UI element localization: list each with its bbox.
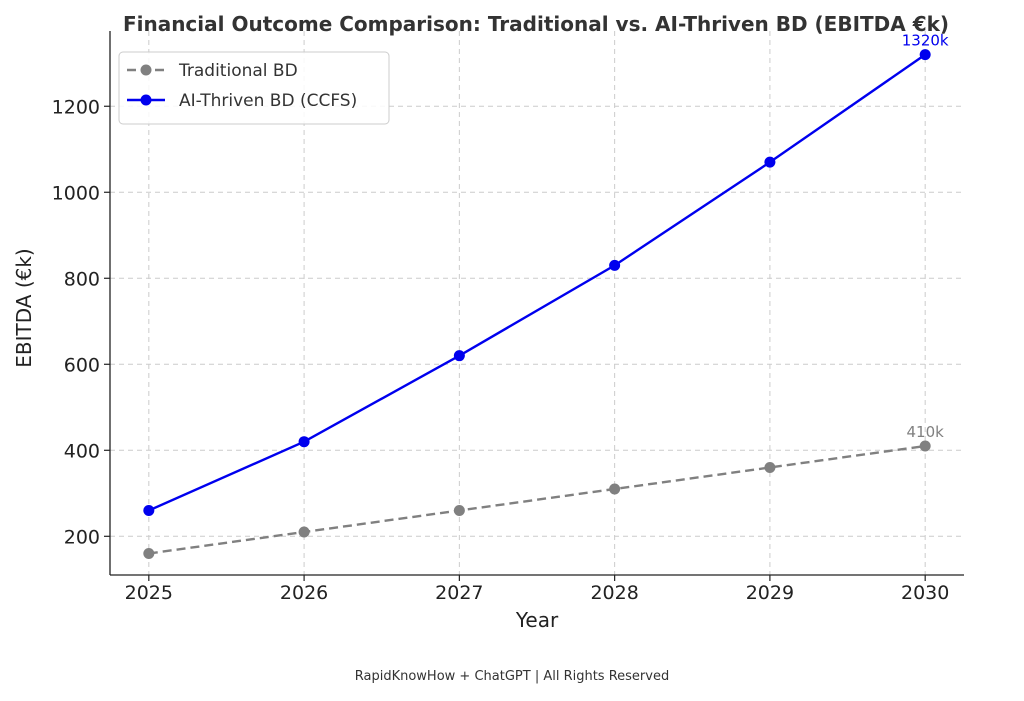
data-point: [609, 483, 621, 495]
legend-box: [118, 51, 390, 125]
legend-marker: [140, 94, 152, 106]
y-tick-label: 1200: [52, 96, 100, 118]
line-chart: Financial Outcome Comparison: Traditiona…: [12, 12, 964, 632]
legend-label: AI-Thriven BD (CCFS): [179, 91, 357, 111]
data-point: [453, 350, 465, 362]
data-point: [764, 461, 776, 473]
data-point: [609, 259, 621, 271]
data-point: [764, 156, 776, 168]
y-tick-label: 200: [64, 526, 100, 548]
x-tick-label: 2030: [901, 582, 949, 604]
x-tick-label: 2028: [590, 582, 638, 604]
legend-marker: [140, 64, 152, 76]
data-label: 410k: [907, 423, 945, 441]
x-ticks: 2025 2026 2027 2028 2029 2030: [125, 575, 949, 604]
y-tick-label: 1000: [52, 182, 100, 204]
series-line: [148, 444, 926, 555]
x-tick-label: 2029: [746, 582, 794, 604]
legend: Traditional BD AI-Thriven BD (CCFS): [118, 51, 390, 125]
y-axis-label: EBITDA (€k): [12, 248, 36, 367]
x-axis-label: Year: [515, 608, 559, 632]
x-tick-label: 2026: [280, 582, 328, 604]
legend-label: Traditional BD: [178, 61, 298, 81]
x-tick-label: 2027: [435, 582, 483, 604]
data-label: 1320k: [902, 32, 949, 50]
grid-lines: [110, 31, 964, 575]
footer-text: RapidKnowHow + ChatGPT | All Rights Rese…: [354, 669, 670, 684]
data-point: [919, 49, 931, 61]
data-point: [298, 436, 310, 448]
axes: [109, 31, 964, 576]
chart-title: Financial Outcome Comparison: Traditiona…: [123, 12, 949, 36]
y-tick-label: 600: [64, 354, 100, 376]
data-point: [143, 547, 155, 559]
data-point: [919, 440, 931, 452]
data-point: [298, 526, 310, 538]
data-point: [143, 504, 155, 516]
y-ticks: 200 400 600 800 1000 1200: [52, 96, 110, 548]
y-tick-label: 800: [64, 268, 100, 290]
series-layer: 410k 1320k: [143, 32, 949, 559]
series-line: [148, 53, 926, 512]
x-tick-label: 2025: [125, 582, 173, 604]
data-point: [453, 504, 465, 516]
y-tick-label: 400: [64, 440, 100, 462]
